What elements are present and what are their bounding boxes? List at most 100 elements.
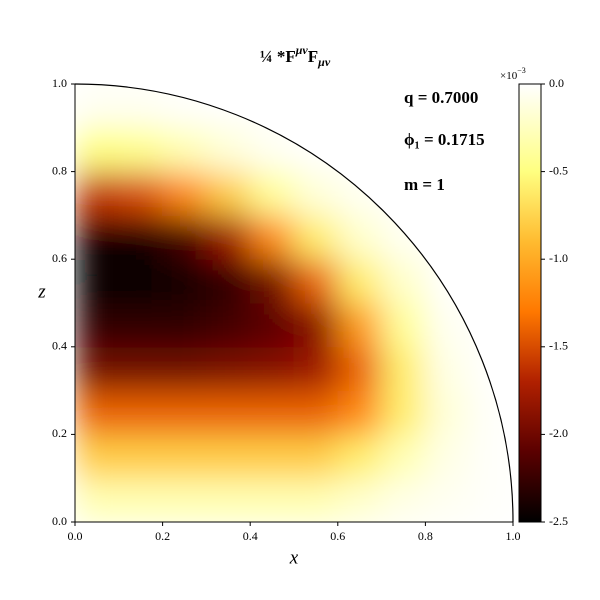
heat-cell	[205, 127, 251, 173]
heat-cell	[424, 346, 470, 392]
heat-cell	[293, 171, 339, 216]
heat-cell	[118, 477, 164, 522]
heat-cell	[424, 433, 470, 479]
heat-cell	[337, 171, 383, 216]
colorbar-tick-label: 0.0	[549, 76, 564, 90]
heat-cell	[162, 390, 207, 435]
colorbar-tick-label: -0.5	[549, 163, 568, 177]
heat-cell	[381, 214, 426, 260]
heat-cell	[162, 171, 207, 216]
annotation: q = 0.7000	[404, 88, 478, 107]
heat-cell	[205, 477, 251, 522]
x-tick-label: 1.0	[506, 529, 521, 543]
heat-cell	[249, 214, 295, 260]
heat-cell	[205, 433, 251, 479]
heat-cell	[205, 258, 251, 304]
heat-cell	[249, 433, 295, 479]
colorbar-tick-label: -2.5	[549, 514, 568, 528]
y-tick-label: 0.4	[52, 339, 67, 353]
heat-cell	[205, 390, 251, 435]
heat-cell	[468, 477, 513, 522]
heatmap	[75, 84, 513, 522]
heat-cell	[337, 477, 383, 522]
heat-cell	[337, 346, 383, 392]
heat-cell	[162, 433, 207, 479]
heat-cell	[381, 477, 426, 522]
heat-cell	[162, 127, 207, 173]
title-sup: μν	[295, 43, 309, 57]
heat-cell	[162, 258, 207, 304]
heat-cell	[118, 214, 164, 260]
chart-title: ¼ *FμνFμν	[260, 43, 331, 69]
colorbar-multiplier: ×10−3	[500, 66, 526, 82]
heat-cell	[75, 127, 120, 173]
heat-cell	[118, 390, 164, 435]
multiplier-base: ×10	[500, 70, 518, 82]
heat-cell	[337, 433, 383, 479]
heat-cell	[337, 214, 383, 260]
heat-cell	[468, 433, 513, 479]
heat-cell	[381, 433, 426, 479]
heat-cell	[75, 390, 120, 435]
heat-cell	[162, 477, 207, 522]
title-part: ¼ *F	[260, 47, 296, 66]
colorbar-tick-label: -1.5	[549, 339, 568, 353]
annotation: ϕ₁ = 0.1715	[404, 130, 485, 149]
annotation: m = 1	[404, 175, 445, 194]
heat-cell	[75, 84, 120, 129]
heat-cell	[118, 127, 164, 173]
colorbar-tick-label: -1.0	[549, 251, 568, 265]
heat-cell	[75, 346, 120, 392]
heat-cell	[381, 258, 426, 304]
heat-cell	[162, 346, 207, 392]
heat-cell	[75, 477, 120, 522]
heat-cell	[205, 214, 251, 260]
heat-cell	[293, 302, 339, 348]
heat-cell	[381, 302, 426, 348]
x-tick-label: 0.8	[418, 529, 433, 543]
boundary-arc	[74, 83, 514, 523]
heat-cell	[337, 258, 383, 304]
heat-cell	[118, 171, 164, 216]
x-tick-label: 0.0	[68, 529, 83, 543]
heat-cell	[75, 258, 120, 304]
heat-cell	[424, 390, 470, 435]
heat-cell	[293, 258, 339, 304]
title-part: F	[308, 47, 318, 66]
heat-cell	[381, 390, 426, 435]
heat-cell	[118, 346, 164, 392]
heat-cell	[249, 302, 295, 348]
heat-cell	[293, 433, 339, 479]
multiplier-exp: −3	[517, 66, 526, 75]
y-tick-label: 0.8	[52, 163, 67, 177]
heat-cell	[205, 302, 251, 348]
x-tick-label: 0.6	[330, 529, 345, 543]
heat-cell	[249, 127, 295, 173]
heat-cell	[424, 302, 470, 348]
heat-cell	[293, 346, 339, 392]
y-tick-label: 0.0	[52, 514, 67, 528]
heat-cell	[293, 477, 339, 522]
heat-cell	[118, 302, 164, 348]
heat-cell	[75, 433, 120, 479]
colorbar	[518, 83, 542, 523]
heat-cell	[118, 258, 164, 304]
x-tick-label: 0.2	[155, 529, 170, 543]
heat-cell	[162, 302, 207, 348]
y-tick-label: 0.2	[52, 426, 67, 440]
heat-cell	[381, 346, 426, 392]
heat-cell	[118, 433, 164, 479]
x-tick-label: 0.4	[243, 529, 258, 543]
colorbar-tick-label: -2.0	[549, 426, 568, 440]
y-axis-label: z	[37, 281, 46, 302]
heat-cell	[249, 346, 295, 392]
heat-cell	[75, 171, 120, 216]
heat-cell	[249, 258, 295, 304]
heat-cell	[75, 302, 120, 348]
y-tick-label: 0.6	[52, 251, 67, 265]
heat-cell	[468, 390, 513, 435]
heat-cell	[424, 477, 470, 522]
heat-cell	[249, 390, 295, 435]
heat-cell	[118, 84, 164, 129]
